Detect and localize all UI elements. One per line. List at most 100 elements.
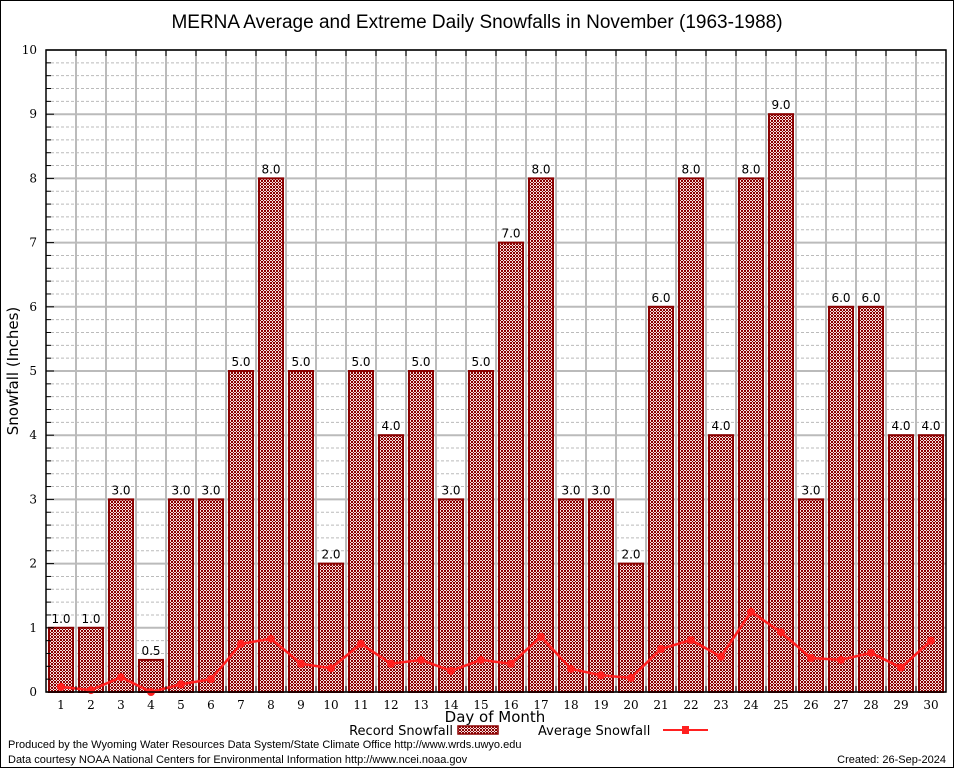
bar-record-day-30: [918, 434, 944, 693]
x-tick-label-6: 6: [207, 698, 215, 712]
bar-label-day-11: 5.0: [351, 355, 370, 369]
x-tick-label-20: 20: [623, 698, 638, 712]
average-point-day-11: [357, 639, 365, 648]
bar-record-day-11: [348, 370, 374, 693]
average-point-day-8: [267, 634, 275, 643]
x-tick-label-26: 26: [803, 698, 818, 712]
x-tick-label-5: 5: [177, 698, 185, 712]
x-tick-label-13: 13: [413, 698, 428, 712]
bar-record-day-18: [558, 498, 584, 693]
average-line: [57, 607, 935, 696]
x-tick-label-22: 22: [683, 698, 698, 712]
x-tick-label-28: 28: [863, 698, 878, 712]
y-tick-label-2: 2: [29, 557, 37, 571]
x-tick-label-8: 8: [267, 698, 275, 712]
bar-record-day-22: [678, 177, 704, 693]
bar-record-day-9: [288, 370, 314, 693]
bar-record-day-10: [318, 562, 344, 693]
bars: 1.0 1.0 3.0 0.5 3.0 3.0 5.0 8.0 5.0 2.0 5.0 4.0 5.0 3…: [48, 98, 944, 694]
average-point-day-9: [297, 659, 305, 668]
x-tick-label-19: 19: [593, 698, 608, 712]
bar-label-day-7: 5.0: [231, 355, 250, 369]
bar-record-day-28: [858, 305, 884, 693]
bar-record-day-17: [528, 177, 554, 693]
bar-label-day-24: 8.0: [741, 162, 760, 176]
x-axis-label: Day of Month: [445, 708, 546, 726]
bar-record-day-26: [798, 498, 824, 693]
legend-swatch-average-marker: [682, 726, 689, 734]
average-point-day-24: [747, 607, 755, 616]
y-tick-label-8: 8: [29, 171, 37, 185]
bar-label-day-14: 3.0: [441, 483, 460, 497]
bar-label-day-19: 3.0: [591, 483, 610, 497]
y-tick-label-10: 10: [22, 43, 37, 57]
bar-record-day-2: [78, 626, 104, 693]
footer-data-courtesy: Data courtesy NOAA National Centers for …: [8, 754, 468, 766]
x-tick-label-7: 7: [237, 698, 245, 712]
bar-record-day-5: [168, 498, 194, 693]
legend-label-average: Average Snowfall: [538, 724, 650, 739]
average-point-day-30: [927, 636, 935, 645]
x-tick-label-11: 11: [353, 698, 368, 712]
footer-produced-by: Produced by the Wyoming Water Resources …: [8, 739, 521, 751]
average-point-day-28: [867, 648, 875, 657]
x-tick-label-15: 15: [473, 698, 488, 712]
legend: Record Snowfall Average Snowfall: [349, 724, 708, 739]
y-tick-label-5: 5: [29, 364, 37, 378]
y-tick-label-4: 4: [29, 428, 37, 442]
bar-label-day-28: 6.0: [861, 291, 880, 305]
bar-record-day-13: [408, 370, 434, 693]
y-tick-label-7: 7: [29, 236, 37, 250]
average-point-day-14: [447, 666, 455, 675]
average-snowfall-line: [60, 610, 932, 694]
x-tick-label-23: 23: [713, 698, 728, 712]
x-tick-label-16: 16: [503, 698, 518, 712]
average-point-day-27: [837, 655, 845, 664]
y-axis-label: Snowfall (Inches): [4, 307, 22, 435]
bar-label-day-4: 0.5: [141, 644, 160, 658]
average-point-day-22: [687, 635, 695, 644]
bar-record-day-8: [258, 177, 284, 693]
y-tick-label-9: 9: [29, 107, 37, 121]
y-tick-label-1: 1: [29, 621, 37, 635]
x-tick-label-21: 21: [653, 698, 668, 712]
average-point-day-13: [417, 655, 425, 664]
average-point-day-20: [627, 673, 635, 682]
bar-label-day-21: 6.0: [651, 291, 670, 305]
average-point-day-29: [897, 663, 905, 672]
average-point-day-15: [477, 655, 485, 664]
bar-label-day-6: 3.0: [201, 483, 220, 497]
bar-label-day-30: 4.0: [921, 419, 940, 433]
bar-label-day-25: 9.0: [771, 98, 790, 112]
average-point-day-25: [777, 628, 785, 637]
bar-label-day-29: 4.0: [891, 419, 910, 433]
bar-record-day-29: [888, 434, 914, 693]
x-tick-label-9: 9: [297, 698, 305, 712]
bar-label-day-10: 2.0: [321, 548, 340, 562]
bar-label-day-1: 1.0: [51, 612, 70, 626]
x-tick-label-24: 24: [743, 698, 759, 712]
x-tick-label-18: 18: [563, 698, 578, 712]
legend-label-record: Record Snowfall: [349, 724, 453, 739]
bar-record-day-16: [498, 241, 524, 693]
average-point-day-21: [657, 644, 665, 653]
bar-record-day-15: [468, 370, 494, 693]
bar-label-day-26: 3.0: [801, 483, 820, 497]
bar-label-day-15: 5.0: [471, 355, 490, 369]
average-point-day-12: [387, 659, 395, 668]
bar-label-day-2: 1.0: [81, 612, 100, 626]
bar-label-day-27: 6.0: [831, 291, 850, 305]
average-point-day-5: [177, 680, 185, 689]
bar-record-day-6: [198, 498, 224, 693]
bar-record-day-21: [648, 305, 674, 693]
average-point-day-23: [717, 652, 725, 661]
bar-label-day-5: 3.0: [171, 483, 190, 497]
bar-record-day-7: [228, 370, 254, 693]
x-tick-label-12: 12: [383, 698, 398, 712]
average-point-day-18: [567, 664, 575, 673]
x-tick-label-1: 1: [57, 698, 65, 712]
average-point-day-3: [117, 673, 125, 682]
bar-record-day-4: [138, 658, 164, 694]
